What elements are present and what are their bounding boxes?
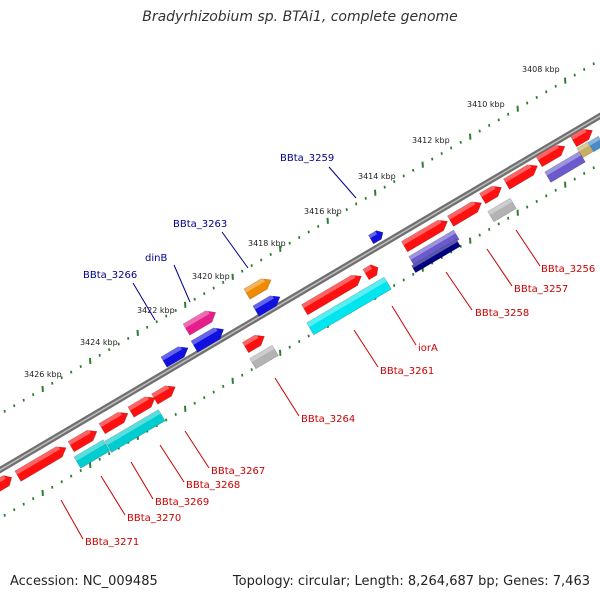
feature-label-dinb: dinB	[145, 253, 167, 264]
feature-blocks	[0, 128, 600, 493]
ruler-label: 3410 kbp	[467, 100, 505, 109]
feature-label-bbta-3264: BBta_3264	[301, 414, 355, 425]
leader-line	[130, 461, 154, 500]
leader-line	[60, 499, 84, 540]
feature-block-bbta-3257	[487, 197, 517, 223]
leader-line	[445, 271, 473, 311]
feature-block-reverse	[447, 200, 482, 227]
leader-line	[328, 166, 357, 199]
genome-backbone	[0, 112, 600, 474]
feature-block-forward	[252, 294, 281, 317]
ruler-label: 3414 kbp	[358, 172, 396, 181]
feature-block-reverse	[544, 151, 586, 183]
feature-block-bbta-3263	[243, 277, 272, 300]
genome-summary-text: Topology: circular; Length: 8,264,687 bp…	[232, 574, 590, 589]
leader-line	[159, 444, 185, 483]
accession-text: Accession: NC_009485	[10, 574, 158, 589]
backbone-highlight	[0, 115, 600, 471]
leader-line	[100, 475, 126, 516]
leader-line	[391, 305, 417, 346]
leader-line	[221, 231, 249, 269]
feature-block-bbta-3268	[104, 409, 166, 453]
leader-line	[274, 377, 300, 417]
feature-block-reverse	[401, 219, 448, 253]
feature-label-bbta-3257: BBta_3257	[514, 284, 568, 295]
feature-label-bbta-3271: BBta_3271	[85, 537, 139, 548]
ruler-label: 3420 kbp	[192, 272, 230, 281]
ruler-label: 3426 kbp	[24, 370, 62, 379]
ruler-label: 3412 kbp	[412, 136, 450, 145]
feature-block-iorA	[306, 276, 392, 336]
feature-label-bbta-3261: BBta_3261	[380, 366, 434, 377]
feature-block-dinB	[182, 309, 217, 336]
feature-block-bbta-3264	[249, 344, 279, 370]
feature-block-reverse	[0, 475, 13, 493]
tick-marks: 3408 kbp 3410 kbp 3412 kbp 3414 kbp 3416 kbp…	[3, 62, 595, 517]
feature-block-reverse	[98, 411, 129, 435]
feature-label-bbta-3258: BBta_3258	[475, 308, 529, 319]
feature-block-reverse	[127, 395, 156, 418]
leader-line	[184, 430, 210, 469]
feature-block-bbta-3258	[408, 229, 460, 267]
leader-line	[515, 229, 541, 267]
feature-labels: BBta_3259 BBta_3263 dinB BBta_3266 BBta_3256…	[83, 153, 595, 548]
feature-label-bbta-3266: BBta_3266	[83, 270, 137, 281]
label-leader-lines	[60, 166, 541, 540]
feature-block-reverse	[503, 163, 538, 190]
feature-label-bbta-3256: BBta_3256	[541, 264, 595, 275]
leader-line	[353, 329, 379, 368]
feature-block-forward	[190, 326, 225, 353]
feature-block-reverse	[67, 429, 98, 453]
feature-label-bbta-3263: BBta_3263	[173, 219, 227, 230]
feature-block-reverse	[301, 274, 362, 316]
feature-label-bbta-3270: BBta_3270	[127, 513, 181, 524]
leader-line	[173, 264, 191, 303]
feature-block-reverse	[535, 144, 566, 168]
feature-block-bbta-3266	[160, 345, 189, 368]
ruler-label: 3422 kbp	[137, 306, 175, 315]
feature-block-reverse	[362, 264, 379, 281]
ruler-label: 3408 kbp	[522, 65, 560, 74]
feature-label-bbta-3259: BBta_3259	[280, 153, 334, 164]
feature-block-bbta-3259	[368, 230, 384, 245]
map-title: Bradyrhizobium sp. BTAi1, complete genom…	[142, 9, 458, 25]
feature-label-bbta-3267: BBta_3267	[211, 466, 265, 477]
leader-line	[486, 248, 513, 287]
feature-label-bbta-3269: BBta_3269	[155, 497, 209, 508]
ruler-label: 3424 kbp	[80, 338, 118, 347]
ruler-label: 3418 kbp	[248, 239, 286, 248]
feature-block-bbta-3270	[73, 439, 111, 469]
feature-block-reverse	[411, 238, 461, 274]
ruler-label: 3416 kbp	[304, 207, 342, 216]
feature-block-reverse	[14, 445, 67, 482]
feature-block-reverse	[479, 185, 502, 205]
feature-label-bbta-3268: BBta_3268	[186, 480, 240, 491]
feature-block-reverse	[242, 334, 265, 354]
feature-block-reverse	[151, 384, 176, 405]
leader-line	[132, 282, 156, 321]
feature-block-reverse	[570, 128, 593, 148]
feature-label-iora: iorA	[418, 343, 438, 354]
